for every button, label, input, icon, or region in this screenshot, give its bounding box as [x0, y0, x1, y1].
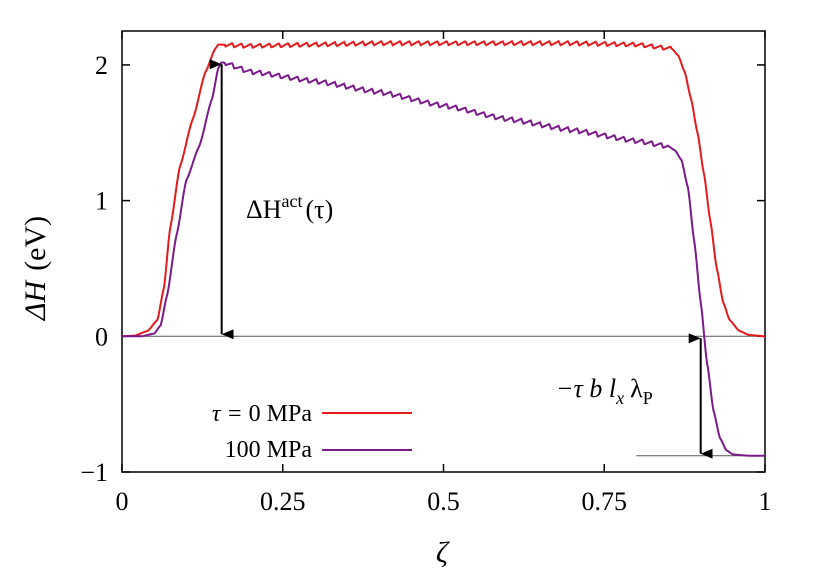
- activation-symbol: ΔH: [246, 195, 282, 224]
- y-axis-label-text: ΔH (eV): [19, 216, 52, 321]
- legend-prefix: τ =: [212, 401, 249, 427]
- x-tick-label: 0.25: [260, 487, 306, 516]
- work-main-text: −τ b l: [556, 374, 616, 403]
- activation-energy-label: ΔHact (τ): [246, 191, 333, 224]
- y-tick-label: 1: [95, 187, 108, 216]
- work-lambda: λ: [630, 374, 643, 403]
- y-tick-label: 0: [95, 322, 108, 351]
- x-tick-label: 0.75: [582, 487, 628, 516]
- x-tick-label: 0: [116, 487, 129, 516]
- axis-ticks: 0 0.25 0.5 0.75 1 −1 0 1 2: [80, 31, 772, 516]
- legend: τ = 0 MPa 100 MPa: [212, 401, 412, 463]
- y-axis-unit: (eV): [19, 216, 52, 271]
- work-term-label: −τ b lx λP: [556, 374, 653, 408]
- x-tick-label: 1: [759, 487, 772, 516]
- series-line-tau-0: [121, 39, 766, 338]
- activation-argument: (τ): [305, 195, 333, 224]
- legend-label-tau-100: 100 MPa: [225, 437, 313, 463]
- y-tick-label: 2: [95, 51, 108, 80]
- series-line-tau-100: [122, 61, 765, 457]
- activation-superscript: act: [282, 191, 303, 211]
- work-subscript-p: P: [643, 388, 653, 408]
- x-axis-label: ζ: [436, 536, 450, 569]
- legend-value-0: 0 MPa: [249, 401, 313, 427]
- y-axis-symbol: ΔH: [19, 279, 52, 322]
- y-axis-label: ΔH (eV): [19, 216, 52, 321]
- y-tick-label: −1: [80, 458, 108, 487]
- legend-label-tau-0: τ = 0 MPa: [212, 401, 312, 427]
- work-subscript-x: x: [615, 388, 624, 408]
- x-tick-label: 0.5: [427, 487, 460, 516]
